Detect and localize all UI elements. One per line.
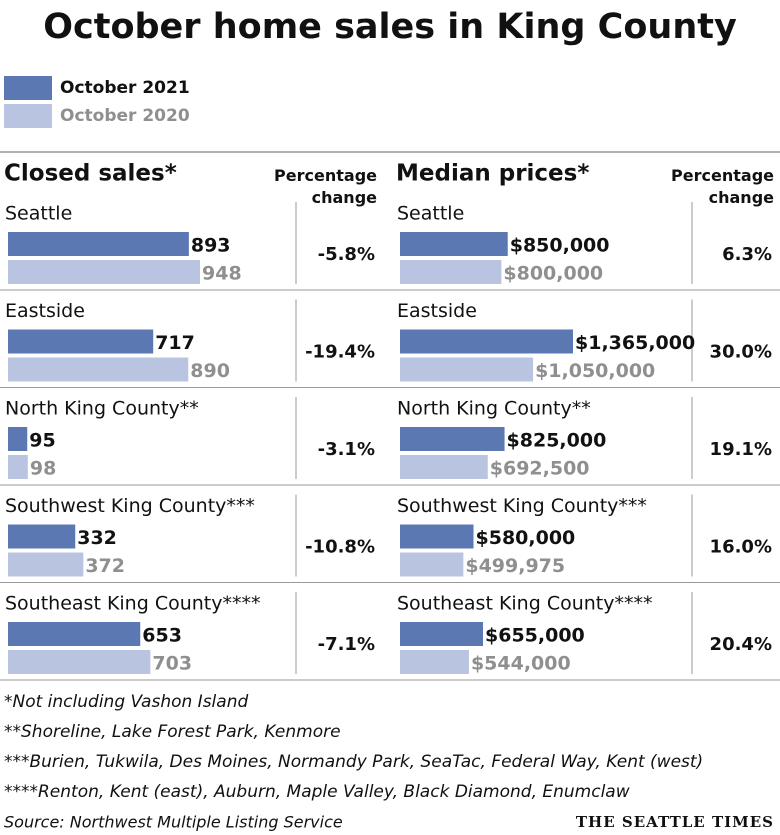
value-label: 717 xyxy=(155,332,195,354)
bar xyxy=(8,329,154,354)
bar xyxy=(400,552,464,577)
value-label: 98 xyxy=(30,458,56,480)
bar xyxy=(8,232,189,256)
bar xyxy=(8,357,189,382)
bar xyxy=(8,455,28,479)
value-label: $655,000 xyxy=(485,625,585,647)
percent-change: 6.3% xyxy=(722,244,772,265)
value-label: 372 xyxy=(85,555,125,577)
percent-change: 19.1% xyxy=(710,439,772,460)
section-title: Median prices* xyxy=(396,161,589,187)
bar xyxy=(400,260,502,284)
bar xyxy=(400,650,469,674)
bar xyxy=(400,329,573,354)
value-label: $544,000 xyxy=(471,653,571,675)
value-label: $850,000 xyxy=(510,235,610,257)
percent-change: -19.4% xyxy=(305,342,375,363)
credit: THE SEATTLE TIMES xyxy=(576,813,774,831)
value-label: 95 xyxy=(29,430,55,452)
legend-swatch xyxy=(4,76,52,100)
legend-label: October 2020 xyxy=(60,106,190,126)
change-title: Percentage change xyxy=(274,166,377,207)
category-label: North King County** xyxy=(397,398,591,420)
bar xyxy=(400,455,488,479)
percent-change: -10.8% xyxy=(305,537,375,558)
value-label: $1,365,000 xyxy=(575,332,695,354)
footnote: **Shoreline, Lake Forest Park, Kenmore xyxy=(4,722,341,742)
legend-label: October 2021 xyxy=(60,78,190,98)
footnote: ****Renton, Kent (east), Auburn, Maple V… xyxy=(4,782,630,802)
value-label: $1,050,000 xyxy=(535,360,655,382)
value-label: $692,500 xyxy=(490,458,590,480)
percent-change: -3.1% xyxy=(318,439,375,460)
change-title: Percentage change xyxy=(671,166,774,207)
value-label: 948 xyxy=(202,263,242,285)
value-label: 890 xyxy=(190,360,230,382)
bar xyxy=(8,260,200,284)
bar xyxy=(400,524,474,549)
section-title: Closed sales* xyxy=(4,161,177,187)
bar xyxy=(8,622,141,646)
percent-change: -7.1% xyxy=(318,634,375,655)
category-label: Seattle xyxy=(397,203,464,225)
bar xyxy=(400,232,508,256)
value-label: $825,000 xyxy=(507,430,607,452)
footnote: ***Burien, Tukwila, Des Moines, Normandy… xyxy=(4,752,703,772)
bar xyxy=(400,622,484,646)
category-label: Eastside xyxy=(397,300,477,322)
category-label: Seattle xyxy=(5,203,72,225)
percent-change: 20.4% xyxy=(710,634,772,655)
value-label: 332 xyxy=(77,527,117,549)
value-label: 703 xyxy=(152,653,192,675)
category-label: North King County** xyxy=(5,398,199,420)
category-label: Southeast King County**** xyxy=(5,593,261,615)
bar xyxy=(8,650,151,674)
bar xyxy=(400,427,505,451)
percent-change: 30.0% xyxy=(710,342,772,363)
value-label: $499,975 xyxy=(465,555,565,577)
bar xyxy=(8,552,84,577)
footnote: *Not including Vashon Island xyxy=(4,692,248,712)
percent-change: 16.0% xyxy=(710,537,772,558)
category-label: Southwest King County*** xyxy=(5,495,255,517)
legend-swatch xyxy=(4,104,52,128)
value-label: $800,000 xyxy=(503,263,603,285)
bar xyxy=(400,357,534,382)
value-label: 893 xyxy=(191,235,231,257)
value-label: 653 xyxy=(142,625,182,647)
category-label: Southwest King County*** xyxy=(397,495,647,517)
category-label: Eastside xyxy=(5,300,85,322)
bar xyxy=(8,427,28,451)
title: October home sales in King County xyxy=(43,7,737,47)
category-label: Southeast King County**** xyxy=(397,593,653,615)
value-label: $580,000 xyxy=(476,527,576,549)
percent-change: -5.8% xyxy=(318,244,375,265)
bar xyxy=(8,524,76,549)
source: Source: Northwest Multiple Listing Servi… xyxy=(4,813,343,832)
